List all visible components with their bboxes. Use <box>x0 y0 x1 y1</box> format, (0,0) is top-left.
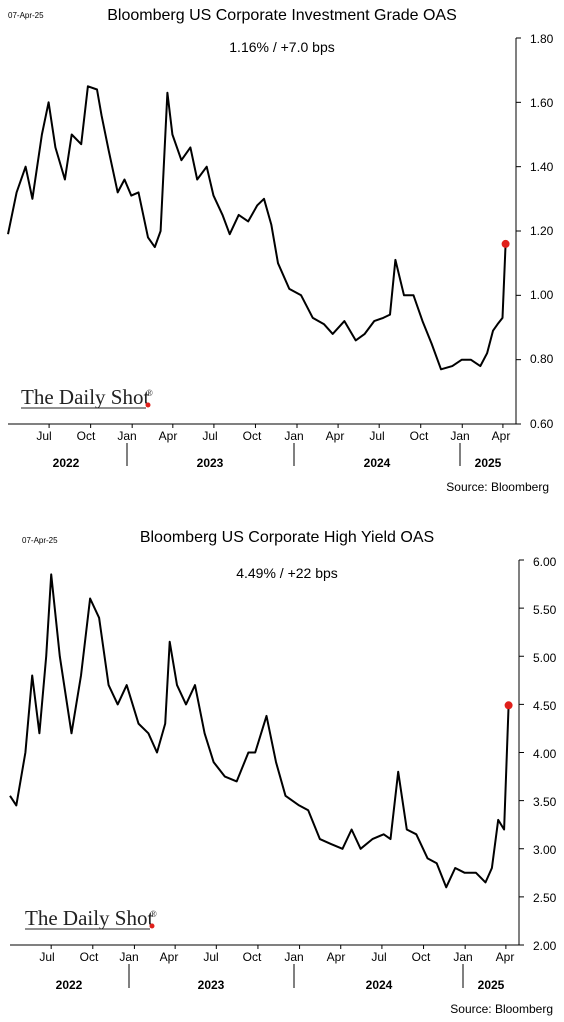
month-label: Oct <box>77 429 96 443</box>
y-tick-label: 1.60 <box>530 96 554 110</box>
year-label: 2025 <box>475 456 502 470</box>
month-label: Oct <box>243 950 262 964</box>
month-label: Oct <box>243 429 262 443</box>
y-tick-label: 4.50 <box>533 699 557 713</box>
as-of-date: 07-Apr-25 <box>22 536 58 545</box>
ig-oas-chart: Bloomberg US Corporate Investment Grade … <box>7 7 554 494</box>
y-tick-label: 5.00 <box>533 651 557 665</box>
month-label: Jul <box>203 950 218 964</box>
logo-dot <box>145 402 151 408</box>
oas-series-line <box>7 85 507 371</box>
plot-area <box>7 37 521 466</box>
year-label: 2024 <box>364 456 391 470</box>
chart-title: Bloomberg US Corporate High Yield OAS <box>140 529 434 546</box>
year-label: 2024 <box>366 978 393 992</box>
y-tick-label: 2.50 <box>533 891 557 905</box>
y-tick-label: 2.00 <box>533 939 557 953</box>
y-tick-label: 3.50 <box>533 795 557 809</box>
x-axis-ticks <box>48 424 504 428</box>
month-labels: Jul Oct Jan Apr Jul Oct Jan Apr Jul Oct … <box>36 429 510 443</box>
y-axis-ticks <box>516 37 521 425</box>
month-label: Apr <box>492 429 511 443</box>
month-label: Jan <box>284 950 303 964</box>
month-label: Jul <box>39 950 54 964</box>
source-note: Source: Bloomberg <box>446 480 549 494</box>
month-label: Oct <box>412 950 431 964</box>
month-label: Apr <box>496 950 515 964</box>
logo-registered-mark: ® <box>150 909 157 919</box>
y-tick-label: 1.40 <box>530 160 554 174</box>
y-tick-labels: 1.80 1.60 1.40 1.20 1.00 0.80 0.60 <box>530 32 554 431</box>
month-labels: Jul Oct Jan Apr Jul Oct Jan Apr Jul Oct … <box>39 950 514 964</box>
year-label: 2025 <box>478 978 505 992</box>
y-tick-label: 0.80 <box>530 352 554 366</box>
year-label: 2023 <box>198 978 225 992</box>
month-label: Apr <box>160 950 179 964</box>
month-label: Jan <box>117 429 136 443</box>
month-label: Oct <box>410 429 429 443</box>
y-tick-label: 0.60 <box>530 417 554 431</box>
month-label: Jul <box>369 429 384 443</box>
y-tick-label: 6.00 <box>533 555 557 569</box>
daily-shot-logo: The Daily Shot ® <box>25 906 157 930</box>
month-label: Jul <box>202 429 217 443</box>
y-tick-label: 5.50 <box>533 603 557 617</box>
month-label: Jan <box>284 429 303 443</box>
logo-registered-mark: ® <box>146 388 153 398</box>
y-tick-label: 1.20 <box>530 224 554 238</box>
y-tick-label: 1.00 <box>530 288 554 302</box>
chart-subtitle: 1.16% / +7.0 bps <box>229 39 334 55</box>
month-label: Jul <box>36 429 51 443</box>
chart-title: Bloomberg US Corporate Investment Grade … <box>107 7 457 24</box>
latest-value-marker <box>501 239 510 248</box>
x-axis-ticks <box>50 945 507 949</box>
month-label: Apr <box>159 429 178 443</box>
y-tick-label: 3.00 <box>533 843 557 857</box>
y-tick-label: 4.00 <box>533 747 557 761</box>
daily-shot-logo: The Daily Shot ® <box>21 385 153 409</box>
logo-text: The Daily Shot <box>25 906 153 930</box>
logo-dot <box>149 923 155 929</box>
logo-text: The Daily Shot <box>21 385 149 409</box>
year-label: 2022 <box>53 456 80 470</box>
month-label: Jan <box>119 950 138 964</box>
y-tick-label: 1.80 <box>530 32 554 46</box>
latest-value-marker <box>504 701 513 710</box>
month-label: Jan <box>450 429 469 443</box>
chart-subtitle: 4.49% / +22 bps <box>236 565 338 581</box>
plot-area <box>9 559 524 988</box>
month-label: Apr <box>327 950 346 964</box>
as-of-date: 07-Apr-25 <box>8 11 44 20</box>
source-note: Source: Bloomberg <box>450 1002 553 1016</box>
month-label: Jul <box>371 950 386 964</box>
oas-series-line <box>9 573 510 889</box>
month-label: Oct <box>80 950 99 964</box>
hy-oas-chart: Bloomberg US Corporate High Yield OAS 07… <box>9 529 557 1016</box>
year-labels: 2022 2023 2024 2025 <box>53 456 502 470</box>
year-labels: 2022 2023 2024 2025 <box>56 978 505 992</box>
y-tick-labels: 6.00 5.50 5.00 4.50 4.00 3.50 3.00 2.50 … <box>533 555 557 953</box>
y-axis-ticks <box>519 559 524 946</box>
month-label: Apr <box>326 429 345 443</box>
year-label: 2022 <box>56 978 83 992</box>
year-label: 2023 <box>197 456 224 470</box>
month-label: Jan <box>453 950 472 964</box>
